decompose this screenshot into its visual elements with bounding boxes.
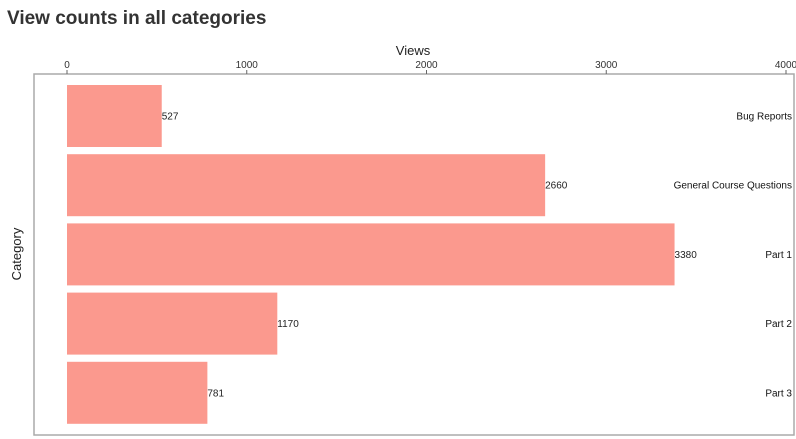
x-axis-title: Views [396,43,431,58]
bar-value-label: 3380 [675,250,698,261]
plot-frame-group [33,73,795,436]
x-axis-ticks-group: 0 1000 2000 3000 4000 [64,60,796,74]
bars-group [67,85,675,424]
bar-value-label: 2660 [545,181,568,192]
bar [67,292,278,355]
bar-value-label: 781 [207,388,224,399]
x-tick-label: 3000 [595,60,618,71]
category-label: Bug Reports [736,112,792,123]
x-tick-label: 0 [64,60,70,71]
bar [67,154,546,217]
x-tick-label: 1000 [236,60,259,71]
labels-group: 527 Bug Reports 2660 General Course Questio… [162,112,793,400]
bar-value-label: 1170 [277,319,299,330]
x-tick-label: 4000 [775,60,796,71]
category-label: General Course Questions [674,181,792,192]
page-title: View counts in all categories [7,8,267,29]
bar [67,361,208,424]
bar-value-label: 527 [162,112,179,123]
bar [67,85,162,147]
plot-frame [33,73,795,436]
category-label: Part 2 [765,319,792,330]
bar [67,223,675,286]
x-tick-label: 2000 [415,60,438,71]
category-label: Part 3 [765,388,792,399]
y-axis-title: Category [9,227,24,280]
category-label: Part 1 [765,250,792,261]
